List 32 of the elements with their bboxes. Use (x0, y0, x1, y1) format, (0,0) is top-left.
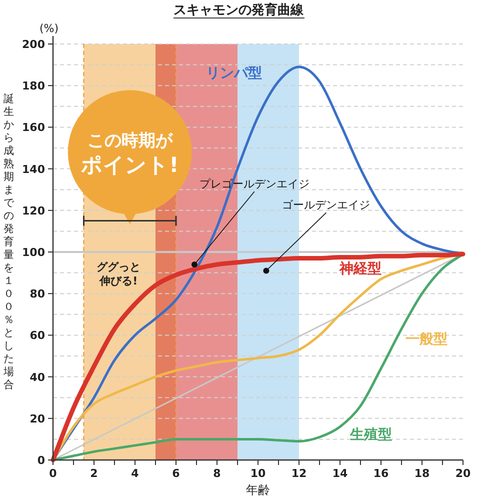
y-tick-label: 180 (22, 80, 46, 93)
x-tick-label: 4 (131, 467, 140, 480)
y-tick-label: 40 (30, 370, 46, 384)
y-tick-label: 100 (22, 246, 46, 259)
y-tick-label: 0 (37, 454, 46, 467)
x-tick-label: 14 (332, 467, 348, 480)
series-label: 神経型 (338, 260, 382, 277)
y-tick-label: 20 (30, 412, 46, 426)
x-tick-label: 8 (213, 467, 221, 480)
text: 誕生から成熟期までの発育量を１００％とした場合 (4, 93, 14, 391)
x-tick-label: 12 (291, 467, 307, 480)
x-tick-label: 0 (49, 467, 58, 480)
x-tick-label: 6 (172, 467, 180, 480)
y-tick-label: 200 (22, 38, 46, 51)
x-tick-label: 16 (373, 467, 389, 480)
x-tick-label: 20 (455, 467, 471, 480)
annotation: この時期がポイント! (80, 131, 179, 178)
x-axis-title: 年齢 (246, 483, 270, 497)
x-tick-label: 2 (90, 467, 98, 480)
chart-title: スキャモンの発育曲線 (174, 2, 304, 18)
text: (%) (39, 22, 59, 35)
y-tick-label: 120 (22, 204, 46, 218)
y-tick-label: 140 (22, 162, 46, 176)
text: 一般型 (406, 332, 448, 348)
x-tick-label: 10 (250, 467, 266, 480)
annotation: ゴールデンエイジ (282, 198, 370, 212)
x-tick-label: 18 (414, 467, 430, 480)
annotation: ググっと伸びる! (96, 260, 141, 288)
y-tick-label: 160 (22, 121, 46, 134)
y-tick-label: 80 (30, 288, 46, 301)
y-tick-label: 60 (30, 329, 46, 342)
series-label: 生殖型 (348, 427, 392, 444)
